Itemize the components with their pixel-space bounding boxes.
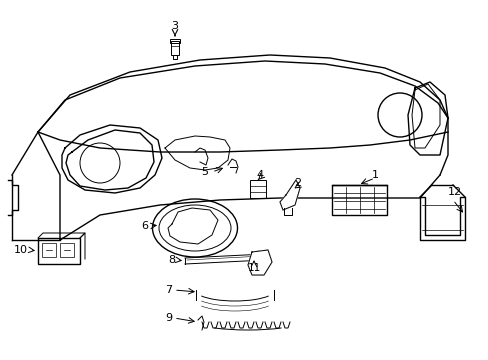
Text: 12: 12: [447, 187, 461, 197]
Polygon shape: [247, 250, 271, 275]
Bar: [249, 180, 265, 198]
Bar: [38, 238, 80, 264]
Text: 8: 8: [167, 255, 175, 265]
Text: 11: 11: [247, 263, 260, 273]
Text: 9: 9: [164, 313, 172, 323]
Bar: [42, 243, 56, 257]
Bar: [60, 243, 74, 257]
Text: 4: 4: [256, 170, 263, 180]
Bar: [170, 39, 180, 43]
Text: 6: 6: [141, 221, 148, 231]
Text: 1: 1: [371, 170, 378, 180]
Bar: [171, 41, 179, 55]
Text: 3: 3: [171, 21, 178, 31]
Text: 2: 2: [294, 178, 301, 188]
Polygon shape: [280, 180, 299, 210]
Text: 10: 10: [14, 245, 28, 255]
Bar: [331, 185, 386, 215]
Text: 5: 5: [201, 167, 207, 177]
Text: 7: 7: [164, 285, 172, 295]
